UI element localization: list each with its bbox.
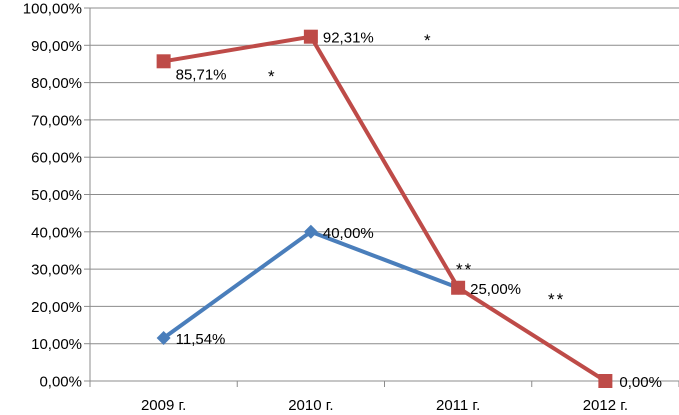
y-axis-tick-labels: 0,00% 10,00% 20,00% 30,00% 40,00% 50,00% 60,00… bbox=[23, 1, 82, 391]
y-tick-label: 70,00% bbox=[31, 112, 82, 129]
x-tick-label: 2010 г. bbox=[288, 397, 333, 414]
y-tick-label: 20,00% bbox=[31, 299, 82, 316]
series-lines bbox=[156, 29, 613, 388]
data-point-marker bbox=[303, 29, 318, 44]
y-tick-label: 0,00% bbox=[39, 374, 82, 391]
x-tick-label: 2009 г. bbox=[141, 397, 186, 414]
series-line bbox=[163, 34, 607, 383]
y-tick-label: 90,00% bbox=[31, 38, 82, 55]
annotations: ****** bbox=[268, 31, 565, 309]
data-labels: 11,54% 40,00% 85,71% 92,31% 25,00% 0,00% bbox=[176, 30, 662, 391]
annotation-asterisk: ** bbox=[548, 290, 565, 309]
y-tick-label: 100,00% bbox=[23, 1, 82, 18]
data-point-marker bbox=[451, 280, 466, 295]
series-line bbox=[162, 229, 459, 340]
data-point-marker bbox=[303, 224, 318, 239]
data-point-marker bbox=[156, 330, 171, 345]
y-tick-label: 40,00% bbox=[31, 224, 82, 241]
data-label: 85,71% bbox=[176, 66, 227, 83]
annotation-asterisk: * bbox=[424, 31, 433, 50]
data-label: 25,00% bbox=[470, 281, 521, 298]
y-tick-label: 30,00% bbox=[31, 262, 82, 279]
annotation-asterisk: * bbox=[268, 67, 277, 86]
annotation-asterisk: ** bbox=[456, 260, 473, 279]
y-tick-label: 80,00% bbox=[31, 75, 82, 92]
x-tick-label: 2011 г. bbox=[436, 397, 480, 414]
data-label: 92,31% bbox=[323, 30, 374, 47]
data-label: 40,00% bbox=[323, 225, 374, 242]
x-axis-tick-labels: 2009 г. 2010 г. 2011 г. 2012 г. bbox=[141, 397, 628, 414]
y-tick-label: 60,00% bbox=[31, 150, 82, 167]
data-label: 0,00% bbox=[619, 374, 662, 391]
data-label: 11,54% bbox=[176, 331, 226, 348]
y-tick-label: 10,00% bbox=[31, 336, 82, 353]
x-tick-label: 2012 г. bbox=[583, 397, 628, 414]
gridlines bbox=[90, 7, 679, 345]
data-point-marker bbox=[598, 374, 613, 388]
y-tick-label: 50,00% bbox=[31, 187, 82, 204]
axes bbox=[84, 7, 679, 387]
data-point-marker bbox=[156, 54, 171, 69]
